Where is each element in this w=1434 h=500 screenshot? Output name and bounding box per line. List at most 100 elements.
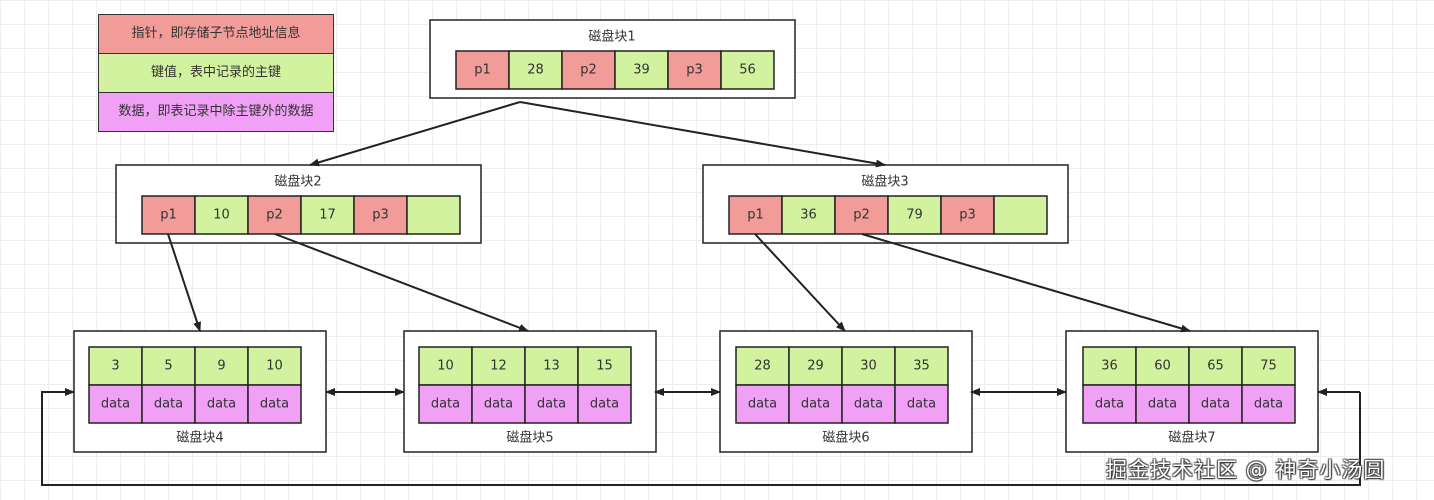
key-cell — [406, 195, 461, 235]
pointer-arrow — [309, 101, 521, 167]
legend: 指针，即存储子节点地址信息 键值，表中记录的主键 数据，即表记录中除主键外的数据 — [98, 14, 334, 132]
key-cell — [141, 346, 196, 386]
key-cell — [993, 195, 1048, 235]
legend-pointer: 指针，即存储子节点地址信息 — [99, 15, 333, 54]
data-label: data — [1254, 397, 1283, 412]
block-title: 磁盘块6 — [822, 430, 869, 446]
key-label: 29 — [807, 359, 824, 374]
block-title: 磁盘块3 — [861, 174, 908, 190]
key-label: 28 — [754, 359, 771, 374]
pointer-label: p1 — [474, 63, 491, 78]
key-label: 10 — [437, 359, 454, 374]
key-label: 79 — [906, 208, 923, 223]
data-label: data — [431, 397, 460, 412]
key-label: 15 — [596, 359, 613, 374]
block-title: 磁盘块5 — [506, 430, 553, 446]
pointer-label: p1 — [747, 208, 764, 223]
pointer-label: p3 — [959, 208, 976, 223]
key-label: 10 — [213, 208, 230, 223]
data-label: data — [260, 397, 289, 412]
key-cell — [88, 346, 143, 386]
key-cell — [508, 50, 563, 90]
block-title: 磁盘块1 — [588, 29, 635, 45]
key-cell — [720, 50, 775, 90]
data-label: data — [590, 397, 619, 412]
data-label: data — [101, 397, 130, 412]
data-label: data — [537, 397, 566, 412]
key-label: 17 — [319, 208, 336, 223]
pointer-arrow — [274, 233, 529, 332]
pointer-label: p1 — [160, 208, 177, 223]
key-label: 39 — [633, 63, 650, 78]
data-cell — [1188, 384, 1243, 424]
data-cell — [194, 384, 249, 424]
key-label: 56 — [739, 63, 756, 78]
key-label: 3 — [111, 359, 119, 374]
pointer-cell — [247, 195, 302, 235]
data-label: data — [207, 397, 236, 412]
key-cell — [300, 195, 355, 235]
pointer-label: p3 — [686, 63, 703, 78]
pointer-label: p2 — [266, 208, 283, 223]
data-cell — [247, 384, 302, 424]
data-cell — [1082, 384, 1137, 424]
block-title: 磁盘块2 — [274, 174, 321, 190]
block-title: 磁盘块4 — [176, 430, 223, 446]
key-cell — [577, 346, 632, 386]
pointer-label: p3 — [372, 208, 389, 223]
key-label: 12 — [490, 359, 507, 374]
pointer-cell — [353, 195, 408, 235]
key-cell — [887, 195, 942, 235]
key-label: 35 — [913, 359, 930, 374]
data-label: data — [748, 397, 777, 412]
legend-key: 键值，表中记录的主键 — [99, 54, 333, 93]
key-cell — [788, 346, 843, 386]
key-cell — [247, 346, 302, 386]
data-label: data — [854, 397, 883, 412]
key-cell — [894, 346, 949, 386]
key-label: 5 — [164, 359, 172, 374]
key-label: 9 — [217, 359, 225, 374]
loop-link-arrow — [41, 388, 1361, 486]
key-label: 75 — [1260, 359, 1277, 374]
data-label: data — [907, 397, 936, 412]
data-cell — [1135, 384, 1190, 424]
pointer-label: p2 — [853, 208, 870, 223]
key-label: 30 — [860, 359, 877, 374]
key-label: 60 — [1154, 359, 1171, 374]
data-cell — [88, 384, 143, 424]
key-cell — [1188, 346, 1243, 386]
data-cell — [894, 384, 949, 424]
pointer-cell — [728, 195, 783, 235]
key-label: 28 — [527, 63, 544, 78]
key-cell — [1082, 346, 1137, 386]
data-cell — [1241, 384, 1296, 424]
data-label: data — [484, 397, 513, 412]
pointer-arrow — [167, 233, 201, 332]
data-label: data — [154, 397, 183, 412]
key-cell — [781, 195, 836, 235]
data-label: data — [1201, 397, 1230, 412]
key-label: 10 — [266, 359, 283, 374]
pointer-cell — [455, 50, 510, 90]
data-label: data — [801, 397, 830, 412]
key-label: 13 — [543, 359, 560, 374]
data-label: data — [1095, 397, 1124, 412]
data-cell — [577, 384, 632, 424]
pointer-cell — [141, 195, 196, 235]
key-label: 36 — [800, 208, 817, 223]
pointer-arrow — [519, 101, 886, 168]
watermark: 掘金技术社区 @ 神奇小汤圆 — [1106, 458, 1386, 482]
pointer-arrow — [861, 233, 1191, 333]
data-label: data — [1148, 397, 1177, 412]
pointer-label: p2 — [580, 63, 597, 78]
key-label: 36 — [1101, 359, 1118, 374]
legend-data: 数据，即表记录中除主键外的数据 — [99, 93, 333, 131]
data-cell — [735, 384, 790, 424]
data-cell — [788, 384, 843, 424]
key-cell — [194, 195, 249, 235]
key-label: 65 — [1207, 359, 1224, 374]
pointer-cell — [940, 195, 995, 235]
